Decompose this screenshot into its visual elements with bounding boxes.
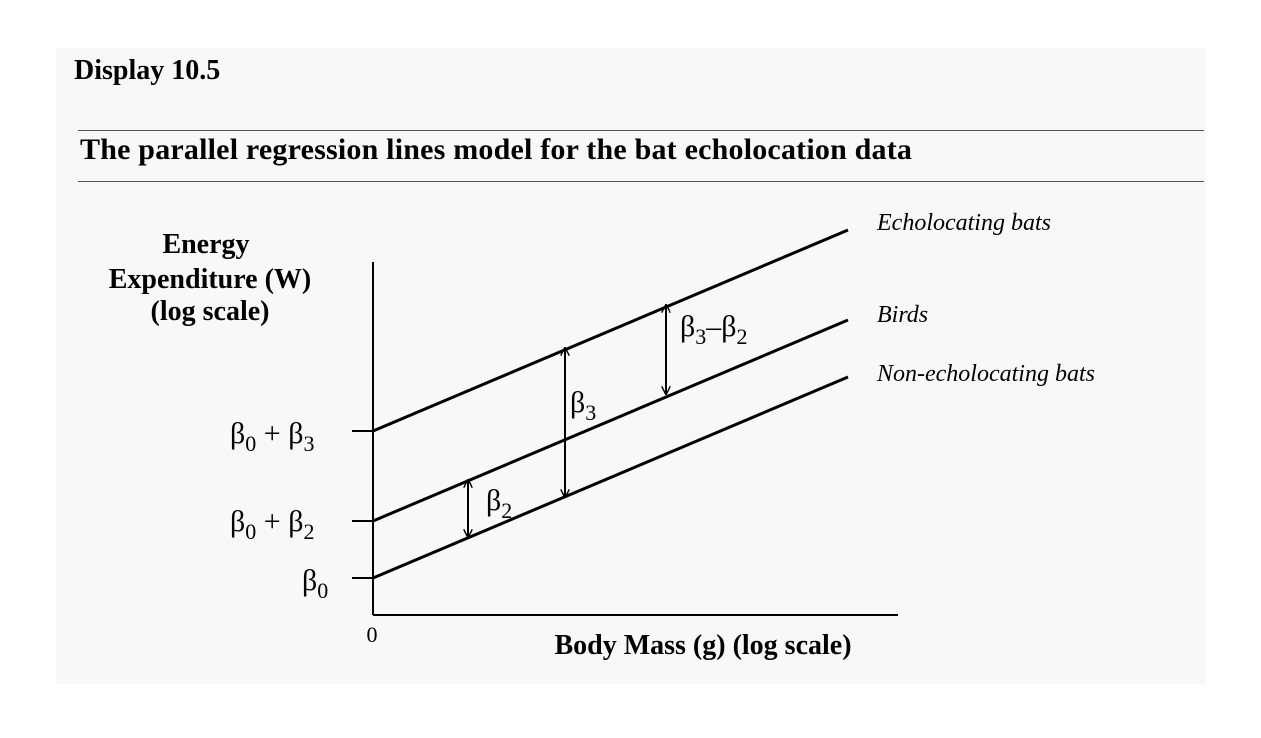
label-echolocating-bats: Echolocating bats <box>876 210 1051 236</box>
label-birds: Birds <box>877 302 928 328</box>
bottom-rule <box>78 181 1204 182</box>
gap-label-beta2: β2 <box>486 484 512 523</box>
line-birds <box>372 318 849 523</box>
figure-heading: The parallel regression lines model for … <box>80 133 913 166</box>
intercept-label-b0-b2: β0 + β2 <box>230 505 314 544</box>
intercept-label-b0: β0 <box>302 564 328 603</box>
y-axis-label-line-1: Energy <box>162 229 249 260</box>
gap-label-beta3-minus-beta2: β3–β2 <box>680 310 748 349</box>
intercept-label-b0-b3: β0 + β3 <box>230 417 314 456</box>
gap-label-beta3: β3 <box>570 386 596 425</box>
top-rule <box>78 130 1204 131</box>
x-axis-label: Body Mass (g) (log scale) <box>554 630 851 661</box>
y-axis-label-line-2: Expenditure (W) <box>109 264 312 295</box>
y-axis-label-line-3: (log scale) <box>151 296 270 327</box>
display-label: Display 10.5 <box>74 55 221 86</box>
line-non-echolocating-bats <box>372 375 849 580</box>
label-non-echolocating-bats: Non-echolocating bats <box>876 361 1095 387</box>
line-echolocating-bats <box>372 228 849 433</box>
x-origin-label: 0 <box>367 622 378 647</box>
figure-panel <box>56 48 1206 684</box>
